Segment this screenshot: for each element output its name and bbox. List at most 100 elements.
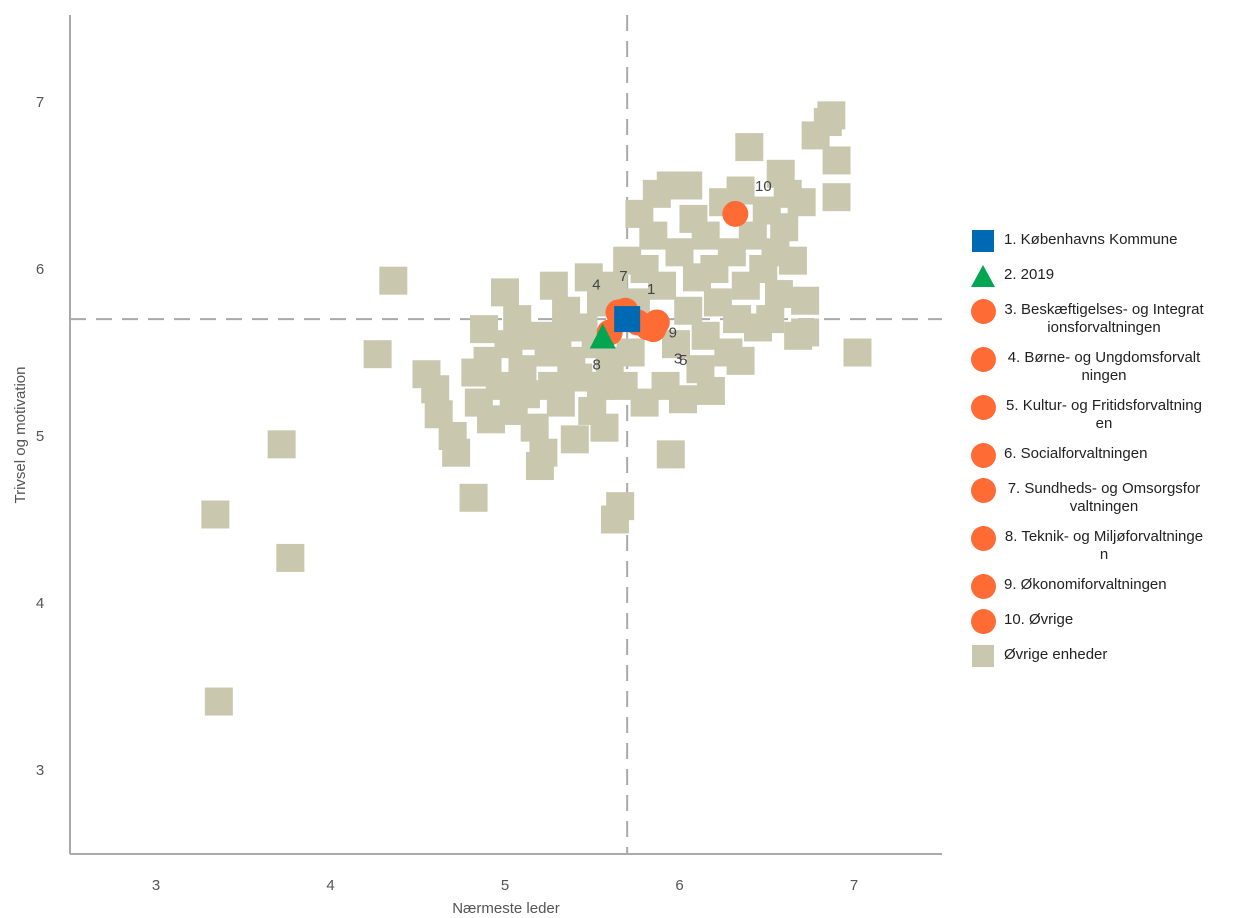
legend-marker: [970, 477, 996, 503]
data-point: [539, 271, 568, 300]
data-point: [491, 278, 519, 307]
legend-label: 7. Sundheds- og Omsorgsforvaltningen: [1007, 480, 1201, 515]
y-tick-label: 5: [36, 428, 44, 445]
point-label: 4: [592, 276, 600, 293]
legend-item: 1. Københavns Kommune: [970, 228, 1240, 254]
y-tick-label: 4: [36, 595, 44, 612]
data-point: [379, 266, 408, 295]
data-point: [756, 305, 785, 334]
data-point: [529, 438, 558, 467]
data-point: [665, 238, 694, 267]
data-point: [204, 687, 233, 716]
legend-label: 1. Københavns Kommune: [1004, 231, 1178, 248]
data-point: [722, 200, 749, 227]
data-point: [201, 500, 230, 529]
data-point: [817, 101, 846, 130]
data-point: [822, 146, 851, 175]
legend-marker: [970, 608, 996, 634]
reference-lines: [70, 15, 942, 854]
y-tick-labels: 3 4 5 6 7: [36, 94, 44, 779]
legend-label: 2. 2019: [1004, 266, 1055, 283]
data-point: [791, 286, 820, 315]
legend-label: 10. Øvrige: [1004, 611, 1074, 628]
highlight-points: [589, 200, 749, 349]
data-point: [726, 176, 755, 205]
data-point: [764, 280, 793, 309]
circle-marker-icon: [971, 526, 996, 551]
legend-label: 4. Børne- og Ungdomsforvaltningen: [1007, 349, 1201, 384]
data-point: [606, 492, 635, 521]
legend-marker: [970, 643, 996, 669]
legend-item: 10. Øvrige: [970, 608, 1240, 634]
data-point: [546, 388, 575, 417]
data-point: [590, 413, 619, 442]
data-point: [560, 425, 589, 454]
legend-marker: [970, 394, 996, 420]
data-point: [691, 221, 720, 250]
data-point: [791, 318, 820, 347]
legend-item: 9. Økonomiforvaltningen: [970, 573, 1240, 599]
data-point: [442, 438, 471, 467]
x-tick-labels: 3 4 5 6 7: [152, 877, 858, 894]
legend-item: 7. Sundheds- og Omsorgsforvaltningen: [970, 477, 1240, 516]
data-point: [726, 346, 755, 375]
circle-marker-icon: [971, 443, 996, 468]
data-point: [787, 188, 816, 217]
data-point: [735, 133, 764, 162]
point-label: 3: [674, 350, 682, 367]
x-tick-label: 3: [152, 877, 160, 894]
data-point: [508, 355, 537, 384]
data-point: [843, 338, 872, 367]
data-point: [511, 380, 540, 409]
circle-marker-icon: [971, 299, 996, 324]
square-marker-icon: [972, 645, 994, 667]
circle-marker-icon: [971, 609, 996, 634]
x-axis-title: Nærmeste leder: [452, 900, 560, 917]
legend-marker: [970, 298, 996, 324]
legend-label: 6. Socialforvaltningen: [1004, 445, 1148, 462]
point-label: 7: [619, 268, 627, 285]
data-point: [616, 338, 645, 367]
legend-marker: [970, 228, 996, 254]
circle-marker-icon: [971, 574, 996, 599]
data-point: [267, 430, 296, 459]
data-point: [648, 271, 677, 300]
data-point: [643, 309, 670, 336]
point-label: 5: [679, 352, 687, 369]
square-marker-icon: [972, 230, 994, 252]
legend-label: 8. Teknik- og Miljøforvaltningen: [1004, 528, 1204, 563]
legend-item: 6. Socialforvaltningen: [970, 442, 1240, 468]
data-point: [674, 171, 703, 200]
data-point: [668, 385, 697, 414]
data-point: [543, 321, 572, 350]
x-tick-label: 6: [675, 877, 683, 894]
data-point: [520, 413, 549, 442]
legend-item: 4. Børne- og Ungdomsforvaltningen: [970, 346, 1240, 385]
data-point: [639, 221, 668, 250]
circle-marker-icon: [971, 347, 996, 372]
legend-marker: [970, 346, 996, 372]
x-tick-label: 7: [850, 877, 858, 894]
data-point: [363, 340, 392, 369]
axes: [69, 15, 942, 855]
triangle-marker-icon: [971, 265, 995, 287]
data-point: [421, 375, 450, 404]
data-point: [459, 483, 488, 512]
legend-item: 3. Beskæftigelses- og Integrationsforval…: [970, 298, 1240, 337]
y-axis-title: Trivsel og motivation: [12, 367, 29, 504]
legend-label: 3. Beskæftigelses- og Integrationsforval…: [1004, 301, 1204, 336]
y-tick-label: 3: [36, 762, 44, 779]
y-tick-label: 6: [36, 261, 44, 278]
legend-label: 9. Økonomiforvaltningen: [1004, 576, 1167, 593]
legend-item: 2. 2019: [970, 263, 1240, 289]
data-point: [574, 263, 603, 292]
data-point: [470, 315, 499, 344]
point-label: 9: [669, 324, 677, 341]
legend-marker: [970, 525, 996, 551]
data-point: [696, 376, 725, 405]
y-tick-label: 7: [36, 94, 44, 111]
data-point: [770, 213, 799, 242]
legend-label: Øvrige enheder: [1004, 646, 1108, 663]
legend-marker: [970, 442, 996, 468]
point-labels: 3 4 5 7 8 9 10 1: [592, 178, 771, 374]
